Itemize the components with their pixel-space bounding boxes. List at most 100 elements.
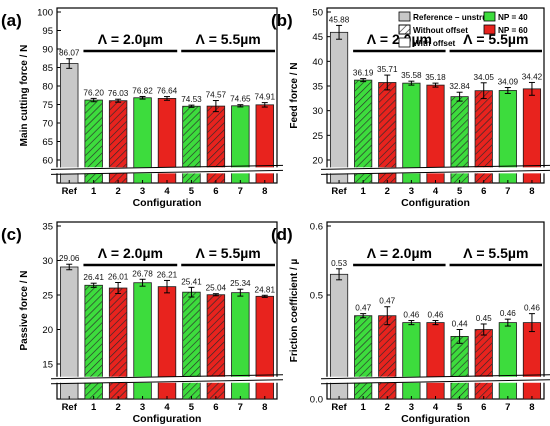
x-tick-label: 6 <box>213 186 218 197</box>
data-label: 34.05 <box>473 73 494 82</box>
x-tick-label: 2 <box>115 402 120 413</box>
axis-break-gap <box>51 167 283 174</box>
y-tick-label: 40 <box>312 57 323 68</box>
legend-swatch <box>398 11 411 22</box>
legend-swatch <box>483 24 496 35</box>
x-tick-label: 5 <box>189 402 195 413</box>
bar-hatch-6 <box>475 90 493 183</box>
data-label: 34.09 <box>498 78 519 87</box>
data-label: 25.04 <box>206 284 227 293</box>
y-tick-label: 25 <box>312 131 323 142</box>
data-label: 36.19 <box>353 69 374 78</box>
y-tick-label: 0.6 <box>310 222 323 233</box>
data-label: 0.47 <box>379 297 395 306</box>
bar-hatch-1 <box>84 285 103 399</box>
x-tick-label: 1 <box>361 402 367 413</box>
bar-config-7 <box>498 322 517 400</box>
x-tick-label: 4 <box>164 402 170 413</box>
bar-hatch-5 <box>450 336 469 399</box>
data-label: 74.53 <box>181 95 202 104</box>
x-tick-label: 1 <box>361 186 367 197</box>
data-label: 0.53 <box>331 259 347 268</box>
x-tick-label: 7 <box>505 186 510 197</box>
lambda-label: Λ = 5.5µm <box>195 31 260 47</box>
x-tick-label: 8 <box>262 402 267 413</box>
y-tick-label: 20 <box>42 325 53 336</box>
bar-hatch-1 <box>354 80 372 183</box>
legend-swatch <box>398 37 411 48</box>
data-label: 26.78 <box>132 269 153 278</box>
y-axis-label: Feed force / N <box>289 62 300 128</box>
data-label: 26.01 <box>108 273 129 282</box>
y-axis-label: Passive force / N <box>19 270 30 350</box>
y-axis-label: Friction coefficient / µ <box>289 258 300 362</box>
x-tick-label: 3 <box>140 186 145 197</box>
x-tick-label: Ref <box>331 186 347 197</box>
legend-swatch <box>483 11 496 22</box>
data-label: 34.42 <box>522 72 543 81</box>
lambda-label: Λ = 2.0µm <box>367 245 432 261</box>
x-tick-label: 3 <box>140 402 145 413</box>
x-tick-label: 3 <box>409 402 414 413</box>
data-label: 35.58 <box>401 71 422 80</box>
axis-break-line <box>50 379 284 385</box>
legend-item: With offset <box>398 37 455 48</box>
y-axis-label: Main cutting force / N <box>19 45 30 147</box>
y-tick-label: 50 <box>312 8 323 19</box>
bar-config-4 <box>426 322 445 400</box>
x-tick-label: 1 <box>91 186 97 197</box>
x-tick-label: Ref <box>62 186 78 197</box>
data-label: 0.44 <box>452 320 468 329</box>
axis-break-line <box>320 379 550 385</box>
x-tick-label: 2 <box>115 186 120 197</box>
y-tick-label: 85 <box>42 63 53 74</box>
x-tick-label: 6 <box>481 402 486 413</box>
y-tick-label: 35 <box>42 222 53 233</box>
data-label: 74.65 <box>230 95 251 104</box>
y-tick-label: 65 <box>42 137 53 148</box>
x-tick-label: Ref <box>331 402 347 413</box>
x-tick-label: 2 <box>385 402 390 413</box>
lambda-label: Λ = 5.5µm <box>195 245 260 261</box>
data-label: 0.46 <box>524 304 540 313</box>
x-axis-label: Configuration <box>401 413 470 425</box>
legend-swatch-hatch <box>398 24 411 35</box>
axis-break-line <box>320 164 550 170</box>
lambda-label: Λ = 5.5µm <box>463 245 528 261</box>
bar-config-3 <box>402 322 421 400</box>
axis-break-line <box>320 374 550 380</box>
data-label: 0.46 <box>403 311 419 320</box>
bar-hatch-5 <box>450 96 469 183</box>
x-tick-label: 2 <box>385 186 390 197</box>
y-tick-label: 80 <box>42 82 53 93</box>
bar-hatch-1 <box>354 315 372 399</box>
x-axis-label: Configuration <box>133 413 202 425</box>
x-tick-label: 8 <box>262 186 267 197</box>
bar-hatch-6 <box>475 329 493 399</box>
chart-panel-1: 606570758085909510086.07Ref76.20176.0327… <box>1 7 284 209</box>
axis-break-line <box>50 374 284 380</box>
y-tick-label: 90 <box>42 45 53 56</box>
data-label: 24.81 <box>255 285 276 294</box>
data-label: 35.18 <box>425 73 446 82</box>
axis-break-gap <box>321 167 550 174</box>
legend-label: Reference – unstruc. <box>413 13 494 22</box>
x-tick-label: 6 <box>213 402 218 413</box>
y-tick-label: 70 <box>42 119 53 130</box>
data-label: 76.82 <box>132 86 153 95</box>
data-label: 29.06 <box>59 254 80 263</box>
y-tick-label: 45 <box>312 32 323 43</box>
legend: Reference – unstruc. Without offset With o… <box>398 11 528 48</box>
panel-label: (c) <box>1 225 22 244</box>
x-axis-label: Configuration <box>133 197 202 209</box>
axis-break-line <box>50 164 284 170</box>
data-label: 25.34 <box>230 279 251 288</box>
y-tick-label: 60 <box>42 156 53 167</box>
bar-hatch-5 <box>182 106 201 183</box>
chart-panel-2: 2025303540455045.88Ref36.19135.71235.583… <box>271 7 550 209</box>
x-tick-label: 3 <box>409 186 414 197</box>
bar-config-7 <box>231 292 250 400</box>
legend-item: Reference – unstruc. <box>398 11 494 22</box>
data-label: 32.84 <box>449 82 470 91</box>
